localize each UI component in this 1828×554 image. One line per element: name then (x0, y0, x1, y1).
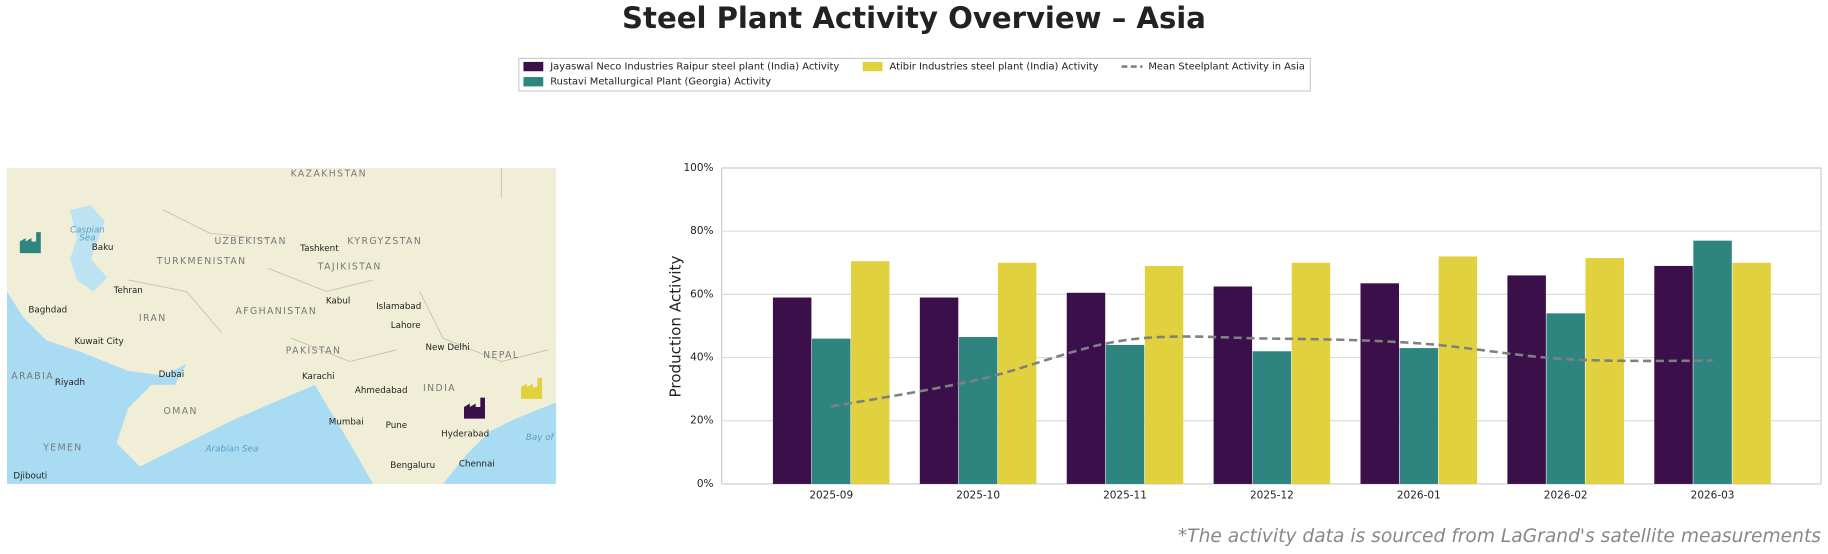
map-label: Djibouti (13, 471, 47, 481)
map-label: KYRGYZSTAN (347, 236, 422, 247)
map-label: Islamabad (376, 302, 421, 312)
footnote: *The activity data is sourced from LaGra… (1178, 526, 1821, 547)
map-label: Kuwait City (75, 337, 124, 347)
map-water (69, 205, 108, 292)
bar (1144, 265, 1184, 484)
map-water (6, 291, 374, 484)
map-label: Tashkent (299, 244, 339, 254)
y-tick-label: 100% (683, 162, 713, 174)
legend-swatch (523, 77, 544, 87)
x-tick-label: 2025-11 (1103, 490, 1147, 502)
map-label: Ahmedabad (355, 386, 408, 396)
plant-icon (463, 397, 485, 419)
map-water (6, 349, 70, 444)
bar (1066, 292, 1106, 484)
map-label: ARABIA (11, 371, 54, 382)
map-label: UZBEKISTAN (214, 236, 286, 247)
x-tick-label: 2026-02 (1544, 490, 1588, 502)
map-label: New Delhi (426, 343, 470, 353)
bar (1507, 275, 1546, 484)
map-label: Arabian Sea (205, 444, 259, 454)
bar (1693, 240, 1732, 484)
bar (1546, 313, 1585, 484)
legend-label: Rustavi Metallurgical Plant (Georgia) Ac… (550, 77, 771, 88)
bar (997, 262, 1037, 484)
y-tick-label: 0% (697, 478, 714, 490)
legend-swatch (862, 61, 883, 72)
y-tick-label: 40% (690, 352, 713, 364)
map-label: Sea (79, 233, 95, 243)
bar (811, 338, 851, 484)
y-axis-label: Production Activity (667, 256, 685, 398)
map-label: KAZAKHSTAN (291, 168, 367, 179)
map-label: Riyadh (55, 378, 85, 388)
map-label: Kabul (326, 296, 350, 306)
bar (1360, 283, 1399, 484)
x-tick-label: 2025-10 (956, 490, 1000, 502)
x-tick-label: 2025-12 (1250, 490, 1294, 502)
x-tick-label: 2025-09 (809, 490, 853, 502)
bar (1291, 262, 1331, 484)
map-label: INDIA (423, 383, 456, 394)
bar (1105, 344, 1145, 484)
legend-label: Atibir Industries steel plant (India) Ac… (890, 62, 1099, 73)
map-label: Bengaluru (390, 461, 435, 471)
map-label: Tehran (113, 286, 143, 296)
bar (1585, 258, 1624, 484)
legend-box (518, 57, 1311, 92)
map-label: Mumbai (329, 418, 364, 428)
map-label: Baku (92, 243, 114, 253)
map-label: IRAN (139, 313, 167, 324)
bar (772, 297, 812, 484)
map-border (128, 167, 549, 363)
plant-icon (19, 232, 41, 254)
bar (1213, 286, 1253, 484)
map-label: AFGHANISTAN (235, 306, 317, 317)
map-label: Chennai (459, 460, 495, 470)
legend-label: Mean Steelplant Activity in Asia (1148, 62, 1305, 73)
map-label: Hyderabad (441, 429, 489, 439)
map-label: YEMEN (42, 442, 82, 453)
map-label: Pune (386, 421, 408, 431)
y-tick-label: 80% (690, 225, 713, 237)
map-label: OMAN (164, 406, 198, 417)
y-tick-label: 20% (690, 415, 713, 427)
map-label: Baghdad (28, 306, 67, 316)
bar (958, 337, 998, 484)
map-label: Lahore (391, 321, 421, 331)
map-label: Caspian (70, 225, 105, 235)
x-tick-label: 2026-01 (1397, 490, 1441, 502)
map-label: Dubai (159, 370, 185, 380)
map-label: Bay of (526, 433, 556, 443)
legend-label: Jayaswal Neco Industries Raipur steel pl… (549, 62, 839, 73)
bar (1654, 265, 1693, 484)
y-tick-label: 60% (690, 288, 713, 300)
legend-swatch (523, 61, 544, 72)
chart-title: Steel Plant Activity Overview – Asia (622, 1, 1206, 35)
map-label: PAKISTAN (286, 346, 342, 357)
bar (1732, 262, 1771, 484)
bar (851, 261, 890, 484)
bar (1252, 351, 1292, 484)
map-label: NEPAL (483, 350, 519, 361)
map-water (443, 402, 557, 484)
plant-icon (521, 377, 543, 399)
map-label: TAJIKISTAN (317, 262, 382, 273)
map-label: Karachi (302, 372, 335, 382)
map-label: TURKMENISTAN (156, 256, 247, 267)
bar (1399, 348, 1439, 484)
bar (1438, 256, 1478, 484)
x-tick-label: 2026-03 (1691, 490, 1735, 502)
